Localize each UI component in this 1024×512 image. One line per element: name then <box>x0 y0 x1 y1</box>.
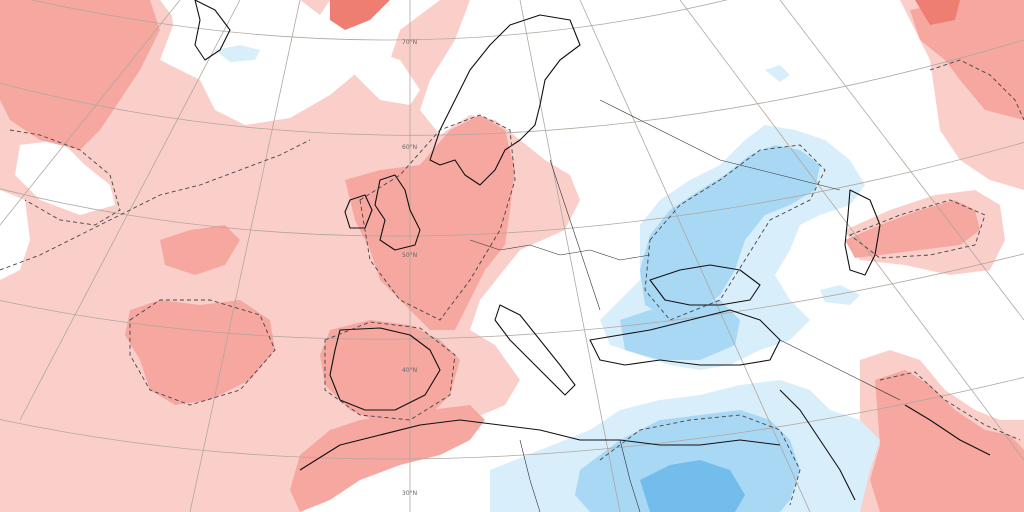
coast-scandinavia <box>429 14 581 186</box>
graticule-meridian-5 <box>519 0 621 512</box>
graticule-parallel-70n <box>30 0 728 41</box>
contour-northsea <box>359 114 516 321</box>
neutral-patch-greenland-south <box>15 140 115 215</box>
lat-label-60n: 60°N <box>402 144 417 151</box>
neutral-patches-layer <box>0 0 420 280</box>
graticule-meridian-2 <box>189 0 301 512</box>
warm-mid-africa <box>290 405 485 512</box>
contour-northeast <box>929 59 1024 121</box>
dashed-contours <box>0 59 1024 506</box>
coast-north-africa <box>299 419 781 471</box>
coast-red-sea <box>779 389 856 501</box>
lat-label-30n: 30°N <box>402 490 417 497</box>
coast-greece-turkey <box>589 309 781 366</box>
contour-atlantic-2 <box>129 299 276 406</box>
lat-label-40n: 40°N <box>402 367 417 374</box>
cool-anomaly-layer <box>215 45 880 512</box>
border-east-europe <box>549 159 601 311</box>
graticule-meridian-7 <box>679 0 1024 461</box>
contour-atlantic-1 <box>0 139 311 271</box>
lat-label-50n: 50°N <box>402 252 417 259</box>
warm-mid-caspian <box>845 200 980 258</box>
neutral-patch-west-atlantic <box>0 190 30 280</box>
graticule-parallel-30n <box>0 376 1024 460</box>
graticule-parallel-40n <box>0 253 1024 340</box>
border-africa <box>519 439 641 512</box>
contour-iberia <box>324 321 456 421</box>
country-borders <box>469 99 901 512</box>
border-mideast <box>779 339 901 401</box>
warm-region-north-top <box>300 0 330 15</box>
coast-greenland <box>194 0 231 61</box>
neutral-patch-greenland-top <box>170 0 300 70</box>
border-russia-2 <box>719 159 841 191</box>
warm-strong-svalbard <box>330 0 390 30</box>
warm-strong-northeast-corner <box>915 0 960 25</box>
coast-italy <box>494 304 576 396</box>
warm-mid-southeast <box>870 370 1024 512</box>
graticule-parallel-60n <box>0 39 1024 136</box>
warm-mid-northeast <box>910 0 1024 120</box>
border-russia-1 <box>599 99 721 161</box>
warm-mid-atlantic-blob1 <box>125 300 275 405</box>
coast-iberia <box>329 327 441 411</box>
warm-mid-greenland <box>0 0 160 150</box>
contour-ukraine <box>644 144 826 321</box>
latitude-labels: 70°N 60°N 50°N 40°N 30°N <box>402 39 417 497</box>
coast-black-sea <box>649 264 761 306</box>
neutral-patch-norwegian-sea <box>230 20 420 105</box>
contour-greenland <box>9 129 121 226</box>
coast-caspian <box>844 189 881 276</box>
warm-mid-atlantic-blob2 <box>160 225 240 275</box>
cool-mid-med <box>575 410 800 512</box>
contour-southeast <box>879 371 1021 441</box>
warm-anomaly-strong-layer <box>330 0 960 30</box>
border-central-europe <box>469 239 651 261</box>
lat-label-70n: 70°N <box>402 39 417 46</box>
cool-strong-med <box>640 460 745 512</box>
contour-med <box>599 414 801 506</box>
graticule-meridian-8 <box>779 0 1024 321</box>
cool-light-barents <box>215 45 260 62</box>
coast-persian-gulf <box>904 404 991 456</box>
graticule-parallel-50n <box>0 142 1024 237</box>
cool-light-caspian-patch <box>820 285 860 305</box>
cool-light-russia-patch <box>765 65 790 82</box>
coastlines <box>194 0 991 501</box>
cool-mid-ukraine <box>640 145 820 320</box>
graticule-meridian-4 <box>0 0 181 226</box>
